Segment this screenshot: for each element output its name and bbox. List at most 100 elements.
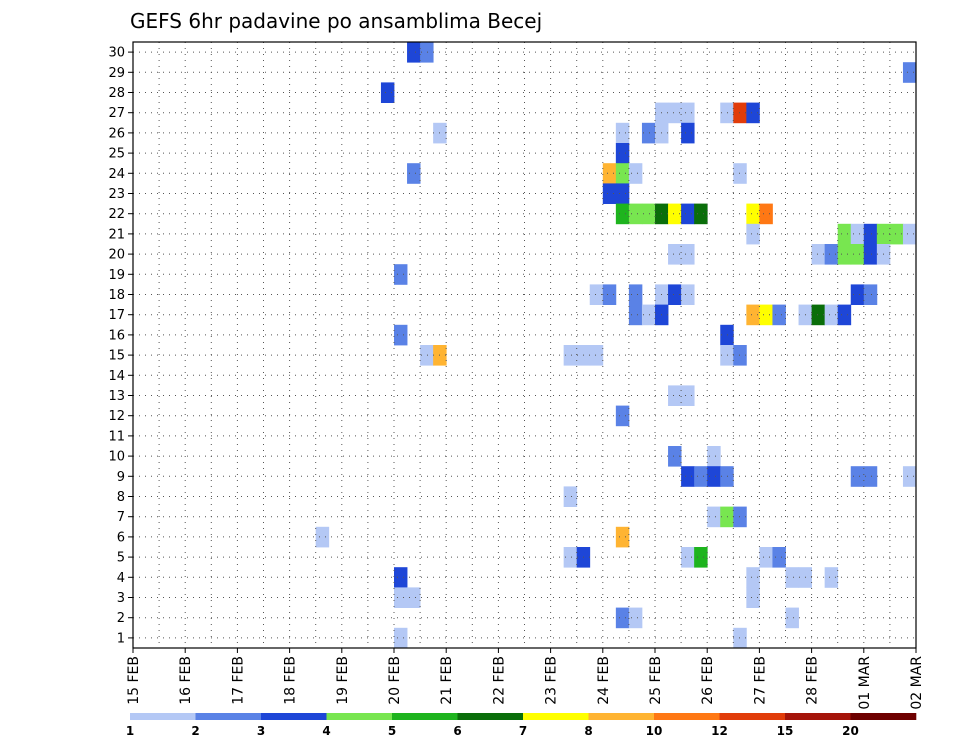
precip-cell (720, 324, 734, 346)
legend-swatch (326, 713, 393, 720)
legend-label: 15 (777, 724, 794, 738)
legend-label: 8 (584, 724, 592, 738)
precip-cell (668, 446, 682, 467)
precip-cell (668, 385, 682, 406)
y-tick-label: 6 (117, 530, 125, 545)
legend-label: 3 (257, 724, 265, 738)
precip-cell (602, 163, 617, 184)
legend-swatch (130, 713, 196, 720)
precip-cell (681, 385, 695, 406)
precip-cell (615, 163, 630, 184)
x-tick-label: 28 FEB (805, 656, 821, 705)
legend-swatch (457, 713, 524, 720)
y-tick-label: 30 (108, 46, 125, 61)
precip-cell (863, 284, 878, 305)
y-tick-label: 22 (108, 207, 125, 222)
legend-swatch (261, 713, 327, 720)
precip-cell (394, 264, 408, 285)
y-tick-label: 2 (117, 611, 125, 626)
y-tick-label: 21 (108, 227, 125, 242)
precip-cell (563, 486, 578, 507)
precip-cell (668, 284, 682, 305)
y-tick-label: 9 (117, 470, 125, 485)
legend-label: 4 (322, 724, 330, 738)
precip-cell (746, 223, 760, 245)
precip-cell (720, 102, 734, 124)
precip-cell (772, 547, 786, 568)
precip-cell (681, 102, 695, 124)
legend-label: 7 (519, 724, 527, 738)
precip-cell (407, 42, 421, 63)
x-tick-label: 26 FEB (700, 656, 716, 705)
precip-cell (589, 284, 604, 305)
precip-cell (733, 506, 747, 528)
precip-cell (746, 102, 760, 124)
y-tick-label: 27 (108, 106, 125, 121)
precip-cell (850, 284, 865, 305)
precip-cell (837, 244, 852, 265)
precip-cell (902, 223, 917, 245)
precip-cell (759, 547, 773, 568)
x-tick-label: 17 FEB (230, 656, 246, 705)
y-tick-label: 25 (108, 147, 125, 162)
precip-cell (563, 547, 578, 568)
legend-swatch (850, 713, 917, 720)
y-tick-label: 24 (108, 167, 125, 182)
precip-cell (615, 607, 630, 629)
precip-cell (837, 223, 852, 245)
precip-cell (694, 547, 708, 568)
precip-cell (641, 304, 656, 326)
legend-swatch (523, 713, 589, 720)
y-tick-label: 12 (108, 409, 125, 424)
precip-cell (407, 163, 421, 184)
precip-cell (694, 203, 708, 225)
legend-swatch (785, 713, 851, 720)
precip-cell (746, 304, 760, 326)
precip-cell (668, 102, 682, 124)
precip-cell (602, 183, 617, 204)
y-tick-label: 23 (108, 187, 125, 202)
y-tick-label: 10 (108, 450, 125, 465)
precip-cell (811, 244, 826, 265)
precip-cell (889, 223, 904, 245)
y-tick-label: 28 (108, 86, 125, 101)
x-tick-label: 02 MAR (909, 656, 925, 710)
precip-cell (759, 304, 773, 326)
precip-cell (615, 526, 630, 548)
x-tick-label: 15 FEB (126, 656, 142, 705)
precip-cell (380, 82, 395, 103)
precip-cell (615, 143, 630, 164)
precip-cell (628, 163, 643, 184)
precip-cell (394, 567, 408, 588)
y-tick-label: 29 (108, 66, 125, 81)
precip-cell (315, 526, 330, 548)
precip-cell (681, 466, 695, 487)
legend-label: 12 (711, 724, 728, 738)
x-tick-label: 24 FEB (596, 656, 612, 705)
precip-cell (824, 567, 839, 588)
legend-label: 2 (191, 724, 199, 738)
legend: 1 2 3 4 5 6 7 8 10 12 15 20 (126, 713, 917, 738)
x-tick-label: 16 FEB (178, 656, 194, 705)
precip-cell (628, 607, 643, 629)
precip-cell (811, 304, 826, 326)
precip-cell (615, 122, 630, 144)
precip-cell (863, 244, 878, 265)
y-tick-label: 7 (117, 510, 125, 525)
x-tick-label: 19 FEB (335, 656, 351, 705)
precip-cell (681, 547, 695, 568)
y-tick-label: 3 (117, 591, 125, 606)
y-tick-label: 1 (117, 631, 125, 646)
precip-cell (615, 405, 630, 427)
precip-cell (394, 324, 408, 346)
precip-cell (746, 587, 760, 608)
precip-cell (668, 203, 682, 225)
y-tick-label: 8 (117, 490, 125, 505)
x-tick-label: 25 FEB (648, 656, 664, 705)
precip-cell (863, 466, 878, 487)
precip-cell (707, 446, 721, 467)
precip-cell (733, 627, 747, 649)
legend-swatch (654, 713, 720, 720)
precip-cell (785, 607, 799, 629)
